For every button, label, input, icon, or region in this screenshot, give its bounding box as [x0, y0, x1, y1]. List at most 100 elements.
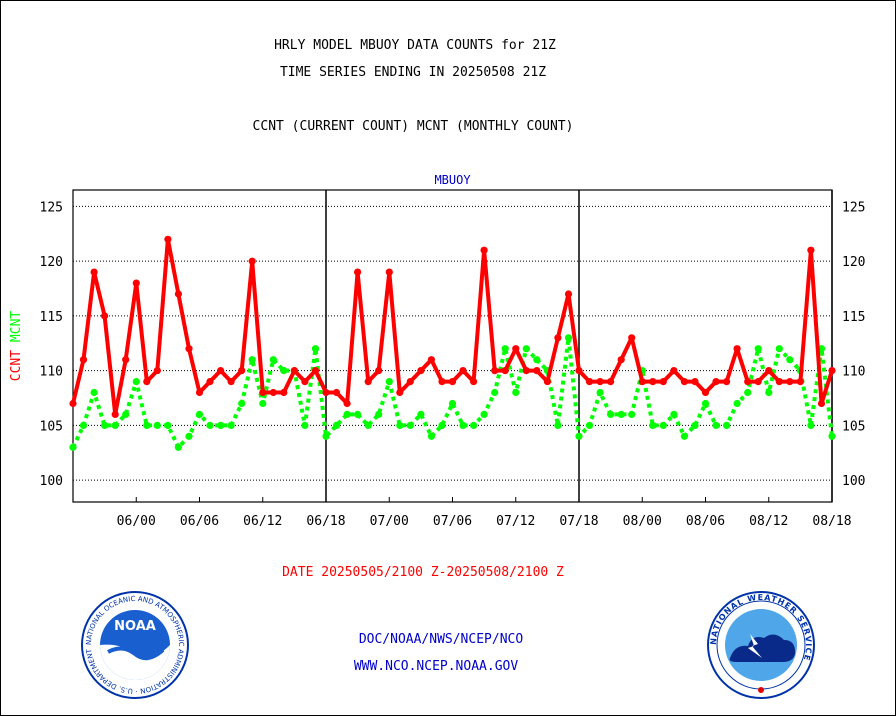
data-point-ccnt [174, 290, 182, 298]
data-point-ccnt [311, 367, 320, 375]
y-tick-label-left: 125 [40, 200, 63, 215]
x-tick-label: 06/18 [306, 514, 345, 529]
x-tick-label: 08/06 [686, 514, 725, 529]
footer-web-line: WWW.NCO.NCEP.NOAA.GOV [353, 659, 519, 674]
data-point-ccnt [417, 367, 425, 375]
data-point-mcnt [501, 345, 509, 353]
data-point-ccnt [364, 378, 372, 386]
data-point-mcnt [522, 345, 530, 353]
data-point-mcnt [607, 410, 615, 418]
data-point-ccnt [585, 378, 594, 386]
x-tick-label: 06/12 [243, 514, 282, 529]
data-point-mcnt [628, 410, 636, 418]
data-point-ccnt [807, 246, 815, 254]
data-point-mcnt [322, 432, 330, 440]
data-point-ccnt [217, 367, 225, 375]
data-point-ccnt [132, 279, 140, 287]
data-point-mcnt [427, 432, 435, 440]
data-point-mcnt [185, 432, 193, 440]
data-point-ccnt [659, 378, 667, 386]
data-point-ccnt [343, 399, 351, 408]
data-point-ccnt [290, 367, 298, 375]
data-point-ccnt [775, 378, 783, 386]
y-tick-label-left: 105 [40, 419, 63, 434]
data-point-mcnt [174, 443, 182, 451]
data-point-ccnt [396, 388, 404, 397]
data-point-mcnt [364, 421, 372, 429]
data-point-ccnt [522, 367, 530, 375]
data-point-mcnt [649, 421, 657, 429]
y-tick-label-right: 125 [842, 200, 865, 215]
data-point-ccnt [238, 367, 246, 375]
data-point-ccnt [427, 356, 435, 364]
data-point-ccnt [206, 378, 214, 386]
data-point-ccnt [301, 378, 309, 386]
data-point-mcnt [269, 356, 277, 364]
data-point-mcnt [343, 410, 351, 418]
y-tick-label-left: 120 [40, 255, 63, 270]
data-point-mcnt [617, 410, 625, 418]
data-point-ccnt [69, 399, 77, 408]
data-point-ccnt [680, 378, 689, 386]
data-point-mcnt [385, 378, 393, 386]
data-point-mcnt [754, 345, 762, 353]
noaa-logo-text: NOAA [114, 619, 156, 634]
data-point-ccnt [733, 345, 741, 353]
data-point-mcnt [533, 356, 541, 364]
data-point-mcnt [259, 399, 267, 408]
data-point-mcnt [164, 421, 172, 429]
data-point-ccnt [712, 378, 720, 386]
data-point-mcnt [701, 399, 710, 408]
data-point-mcnt [375, 410, 383, 418]
data-point-ccnt [90, 268, 98, 276]
data-point-mcnt [396, 421, 404, 429]
data-point-mcnt [564, 334, 573, 342]
data-point-ccnt [491, 367, 499, 375]
x-tick-label: 08/12 [749, 514, 788, 529]
x-tick-label: 07/18 [559, 514, 598, 529]
y-axis-label-ccnt: CCNT [9, 350, 24, 381]
data-point-mcnt [332, 421, 341, 429]
data-point-mcnt [670, 410, 678, 418]
data-point-ccnt [765, 367, 773, 375]
figure-title-line-1: HRLY MODEL MBUOY DATA COUNTS for 21Z [274, 38, 556, 53]
data-point-ccnt [512, 345, 520, 353]
data-point-ccnt [470, 378, 478, 386]
data-point-mcnt [828, 432, 836, 440]
data-point-ccnt [164, 235, 172, 243]
data-point-mcnt [786, 356, 794, 364]
data-point-mcnt [227, 421, 235, 429]
series-line-ccnt [71, 237, 834, 417]
data-point-mcnt [659, 421, 667, 429]
data-point-ccnt [596, 378, 604, 386]
data-point-mcnt [512, 388, 520, 397]
data-point-mcnt [280, 367, 288, 375]
data-point-ccnt [385, 268, 393, 276]
data-point-ccnt [143, 378, 151, 386]
data-point-mcnt [153, 421, 161, 429]
x-tick-label: 07/06 [433, 514, 472, 529]
data-point-mcnt [206, 421, 214, 429]
data-point-mcnt [723, 421, 731, 429]
data-point-ccnt [754, 378, 762, 386]
y-axis-label: CCNT MCNT [9, 311, 24, 382]
y-tick-label-right: 100 [842, 474, 865, 489]
data-point-mcnt [459, 421, 467, 429]
data-point-ccnt [122, 356, 130, 364]
data-point-mcnt [90, 388, 98, 397]
data-point-ccnt [280, 388, 288, 397]
data-point-ccnt [533, 367, 541, 375]
data-point-ccnt [227, 378, 235, 386]
data-point-ccnt [185, 345, 193, 353]
data-point-mcnt [122, 410, 130, 418]
series-line-mcnt [71, 335, 834, 450]
nws-logo-icon: NATIONAL WEATHER SERVICE [707, 591, 815, 699]
data-point-mcnt [775, 345, 783, 353]
data-point-mcnt [248, 356, 256, 364]
data-point-ccnt [575, 367, 583, 375]
data-point-mcnt [712, 421, 720, 429]
data-point-mcnt [438, 421, 446, 429]
data-point-ccnt [448, 378, 457, 386]
data-point-ccnt [723, 378, 731, 386]
